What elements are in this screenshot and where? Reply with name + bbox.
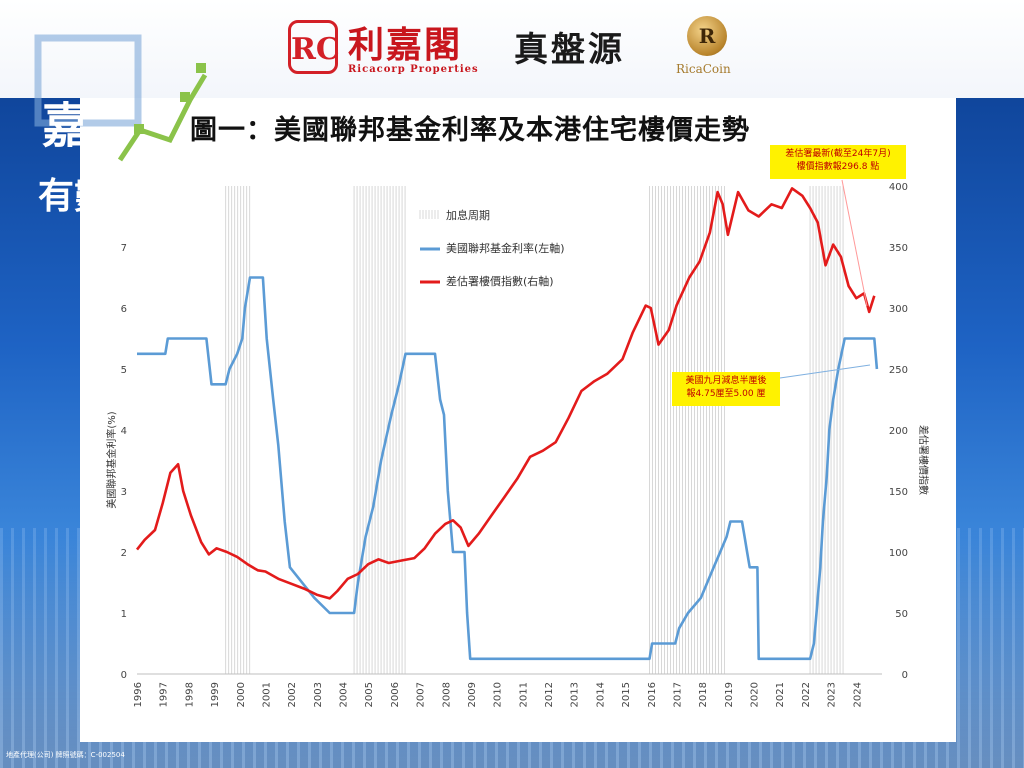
- brand-name-cn: 利嘉閣: [348, 24, 463, 66]
- left-tick-label: 1: [121, 609, 127, 620]
- x-tick-label: 2002: [287, 682, 298, 707]
- fed-rate-line: [137, 276, 879, 661]
- hike-period-1: [353, 186, 406, 674]
- x-tick-label: 2009: [467, 682, 478, 707]
- ricacoin-label: RicaCoin: [676, 62, 731, 76]
- rate-annotation-line1: 美國九月減息半厘後: [685, 376, 767, 386]
- top-annotation-line1: 差估署最新(截至24年7月): [785, 149, 891, 159]
- hike-period-0: [225, 186, 251, 674]
- x-tick-label: 2022: [801, 682, 812, 707]
- license-footer: 地產代理(公司) 牌照號碼：C-002504: [6, 751, 125, 759]
- legend-rate-label: 美國聯邦基金利率(左軸): [446, 241, 565, 255]
- x-tick-labels: 1996 1997 1998 1999 2000 2001 2002 2003 2004 2005…: [133, 682, 863, 707]
- x-tick-label: 2023: [827, 682, 838, 707]
- right-axis-label: 差估署樓價指數: [917, 425, 930, 495]
- legend-hike-label: 加息周期: [446, 208, 490, 222]
- left-tick-label: 4: [121, 426, 127, 437]
- left-tick-labels: 0 1 2 3 4 5 6 7: [121, 243, 127, 681]
- x-tick-label: 2020: [750, 682, 761, 707]
- chart-title: 圖一：美國聯邦基金利率及本港住宅樓價走勢: [190, 115, 750, 146]
- right-tick-label: 0: [902, 670, 908, 681]
- rate-annotation: 美國九月減息半厘後 報4.75厘至5.00 厘: [672, 372, 780, 406]
- left-tick-label: 3: [121, 487, 127, 498]
- side-logo-line1: 嘉: [42, 98, 90, 154]
- x-tick-label: 2012: [544, 682, 555, 707]
- ricacorp-logo-mark: RC: [288, 20, 340, 74]
- x-tick-label: 2018: [698, 682, 709, 707]
- right-tick-label: 100: [889, 548, 908, 559]
- top-banner: [0, 0, 1024, 98]
- x-tick-label: 2004: [339, 682, 350, 707]
- x-tick-label: 2013: [570, 682, 581, 707]
- top-annotation-line2: 樓價指數報296.8 點: [796, 162, 880, 172]
- rate-note-pointer: [779, 364, 871, 379]
- x-tick-label: 2016: [647, 682, 658, 707]
- right-tick-labels: 0 50 100 150 200 250 300 350 400: [889, 182, 908, 681]
- right-tick-label: 50: [895, 609, 908, 620]
- brand-name-en: Ricacorp Properties: [348, 64, 479, 75]
- legend-hike-swatch: [419, 210, 439, 219]
- right-tick-label: 400: [889, 182, 908, 193]
- x-tick-label: 2011: [518, 682, 529, 707]
- brand-zhenpanyuan: 真盤源: [514, 30, 625, 70]
- left-tick-label: 7: [121, 243, 127, 254]
- x-tick-label: 1996: [133, 682, 144, 707]
- right-tick-label: 350: [889, 243, 908, 254]
- top-annotation: 差估署最新(截至24年7月) 樓價指數報296.8 點: [770, 145, 906, 179]
- legend-price-label: 差估署樓價指數(右軸): [446, 274, 554, 288]
- right-tick-label: 300: [889, 304, 908, 315]
- x-tick-label: 2014: [595, 682, 606, 707]
- x-tick-label: 2008: [441, 682, 452, 707]
- x-tick-label: 2003: [313, 682, 324, 707]
- x-tick-label: 2000: [236, 682, 247, 707]
- hike-period-2: [649, 186, 726, 674]
- x-tick-label: 2019: [724, 682, 735, 707]
- left-axis-label: 美國聯邦基金利率(%): [105, 411, 118, 508]
- x-tick-label: 1997: [159, 682, 170, 707]
- left-tick-label: 5: [121, 365, 127, 376]
- left-tick-label: 6: [121, 304, 127, 315]
- x-tick-label: 2017: [672, 682, 683, 707]
- x-tick-label: 2010: [493, 682, 504, 707]
- data-logo: 嘉 有數據: [34, 34, 208, 217]
- x-tick-label: 2001: [261, 682, 272, 707]
- top-note-pointer: [841, 179, 868, 307]
- x-tick-label: 1999: [210, 682, 221, 707]
- right-tick-label: 200: [889, 426, 908, 437]
- x-tick-label: 1998: [184, 682, 195, 707]
- price-index-line: [135, 187, 876, 600]
- x-tick-label: 2005: [364, 682, 375, 707]
- x-tick-label: 2015: [621, 682, 632, 707]
- left-tick-label: 2: [121, 548, 127, 559]
- x-tick-label: 2021: [775, 682, 786, 707]
- chart-svg: 1996 1997 1998 1999 2000 2001 2002 2003 2004 2005…: [105, 179, 930, 707]
- right-tick-label: 250: [889, 365, 908, 376]
- side-logo-line2: 有數據: [38, 176, 147, 217]
- series-lines: [135, 187, 879, 661]
- rate-annotation-line2: 報4.75厘至5.00 厘: [686, 389, 766, 399]
- ricacoin-icon: R: [687, 16, 727, 56]
- x-tick-label: 2024: [852, 682, 863, 707]
- x-tick-label: 2007: [416, 682, 427, 707]
- right-tick-label: 150: [889, 487, 908, 498]
- x-tick-label: 2006: [390, 682, 401, 707]
- left-tick-label: 0: [121, 670, 127, 681]
